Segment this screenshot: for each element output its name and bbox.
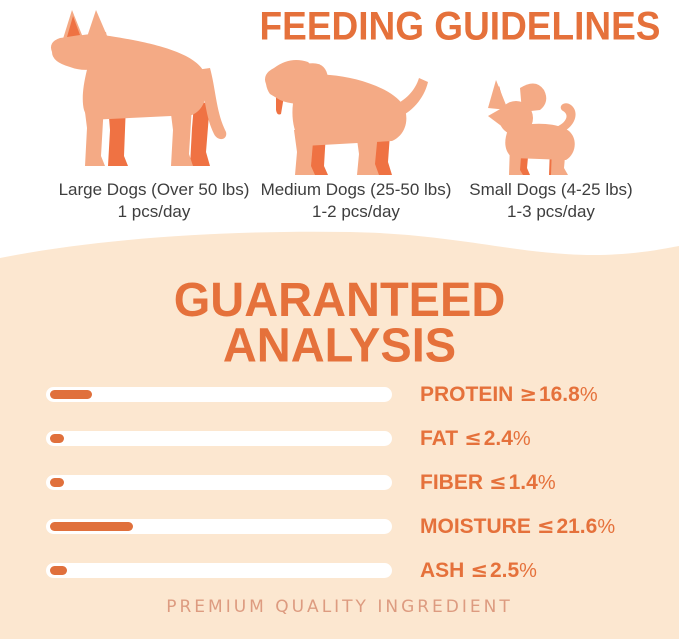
feeding-label-small: Small Dogs (4-25 lbs) 1-3 pcs/day [452, 179, 650, 223]
analysis-operator: ≤ [536, 513, 555, 538]
analysis-row: ASH ≤2.5% [46, 548, 666, 592]
analysis-label: ASH [420, 558, 465, 582]
analysis-label: MOISTURE [420, 514, 531, 538]
footer-note: PREMIUM QUALITY INGREDIENT [166, 597, 513, 617]
analysis-heading-line1: GUARANTEED [173, 271, 506, 326]
analysis-value: 16.8 [538, 382, 580, 406]
analysis-heading: GUARANTEED ANALYSIS [0, 271, 679, 372]
feeding-amount-text: 1 pcs/day [117, 202, 191, 221]
analysis-label: FIBER [420, 470, 483, 494]
analysis-bar-track [46, 518, 392, 534]
feeding-size-text: Medium Dogs (25-50 lbs) [260, 180, 452, 199]
feeding-size-text: Large Dogs (Over 50 lbs) [58, 180, 250, 199]
analysis-operator: ≥ [519, 381, 537, 406]
analysis-bar-track [46, 474, 392, 490]
analysis-bar-track [46, 386, 392, 402]
analysis-row-label: PROTEIN ≥16.8% [420, 382, 598, 407]
bar-fill [50, 565, 68, 575]
analysis-heading-line2: ANALYSIS [222, 317, 457, 372]
analysis-operator: ≤ [489, 469, 507, 494]
small-dog-illustration [488, 80, 576, 175]
analysis-percent-sign: % [512, 427, 531, 450]
analysis-value: 1.4 [508, 470, 538, 494]
analysis-percent-sign: % [537, 471, 556, 494]
analysis-value: 2.5 [489, 558, 520, 582]
bar-fill [50, 389, 92, 399]
analysis-row: FAT ≤2.4% [46, 416, 666, 460]
analysis-row-label: ASH ≤2.5% [420, 558, 537, 583]
large-dog-inner-ear [67, 16, 80, 37]
bar-fill [50, 521, 134, 531]
analysis-row-label: MOISTURE ≤21.6% [420, 514, 615, 539]
bar-fill [50, 477, 64, 487]
analysis-operator: ≤ [464, 425, 482, 450]
analysis-row: MOISTURE ≤21.6% [46, 504, 666, 548]
medium-dog-illustration [265, 60, 428, 175]
feeding-amount-text: 1-2 pcs/day [312, 202, 400, 221]
analysis-value: 21.6 [556, 514, 598, 538]
analysis-operator: ≤ [470, 557, 488, 582]
analysis-row: FIBER ≤1.4% [46, 460, 666, 504]
analysis-label: FAT [420, 426, 459, 450]
analysis-percent-sign: % [519, 559, 537, 582]
feeding-amount-text: 1-3 pcs/day [507, 202, 595, 221]
analysis-row-label: FAT ≤2.4% [420, 426, 531, 451]
bar-fill [50, 433, 64, 443]
feeding-size-text: Small Dogs (4-25 lbs) [469, 180, 633, 199]
analysis-label: PROTEIN [420, 382, 514, 406]
analysis-row-label: FIBER ≤1.4% [420, 470, 556, 495]
feeding-label-medium: Medium Dogs (25-50 lbs) 1-2 pcs/day [252, 179, 460, 223]
large-dog-far-legs [108, 102, 210, 166]
page-title: FEEDING GUIDELINES [259, 4, 661, 49]
large-dog-illustration [51, 10, 227, 166]
analysis-percent-sign: % [597, 515, 616, 538]
analysis-value: 2.4 [483, 426, 513, 450]
feeding-label-large: Large Dogs (Over 50 lbs) 1 pcs/day [38, 179, 270, 223]
analysis-percent-sign: % [579, 383, 598, 406]
analysis-row: PROTEIN ≥16.8% [46, 372, 666, 416]
analysis-bar-track [46, 430, 392, 446]
medium-dog-body [265, 60, 428, 175]
small-dog-body [488, 80, 576, 175]
analysis-rows: PROTEIN ≥16.8% FAT ≤2.4% FIBER ≤1.4% MOISTU… [46, 372, 666, 592]
analysis-bar-track [46, 562, 392, 578]
